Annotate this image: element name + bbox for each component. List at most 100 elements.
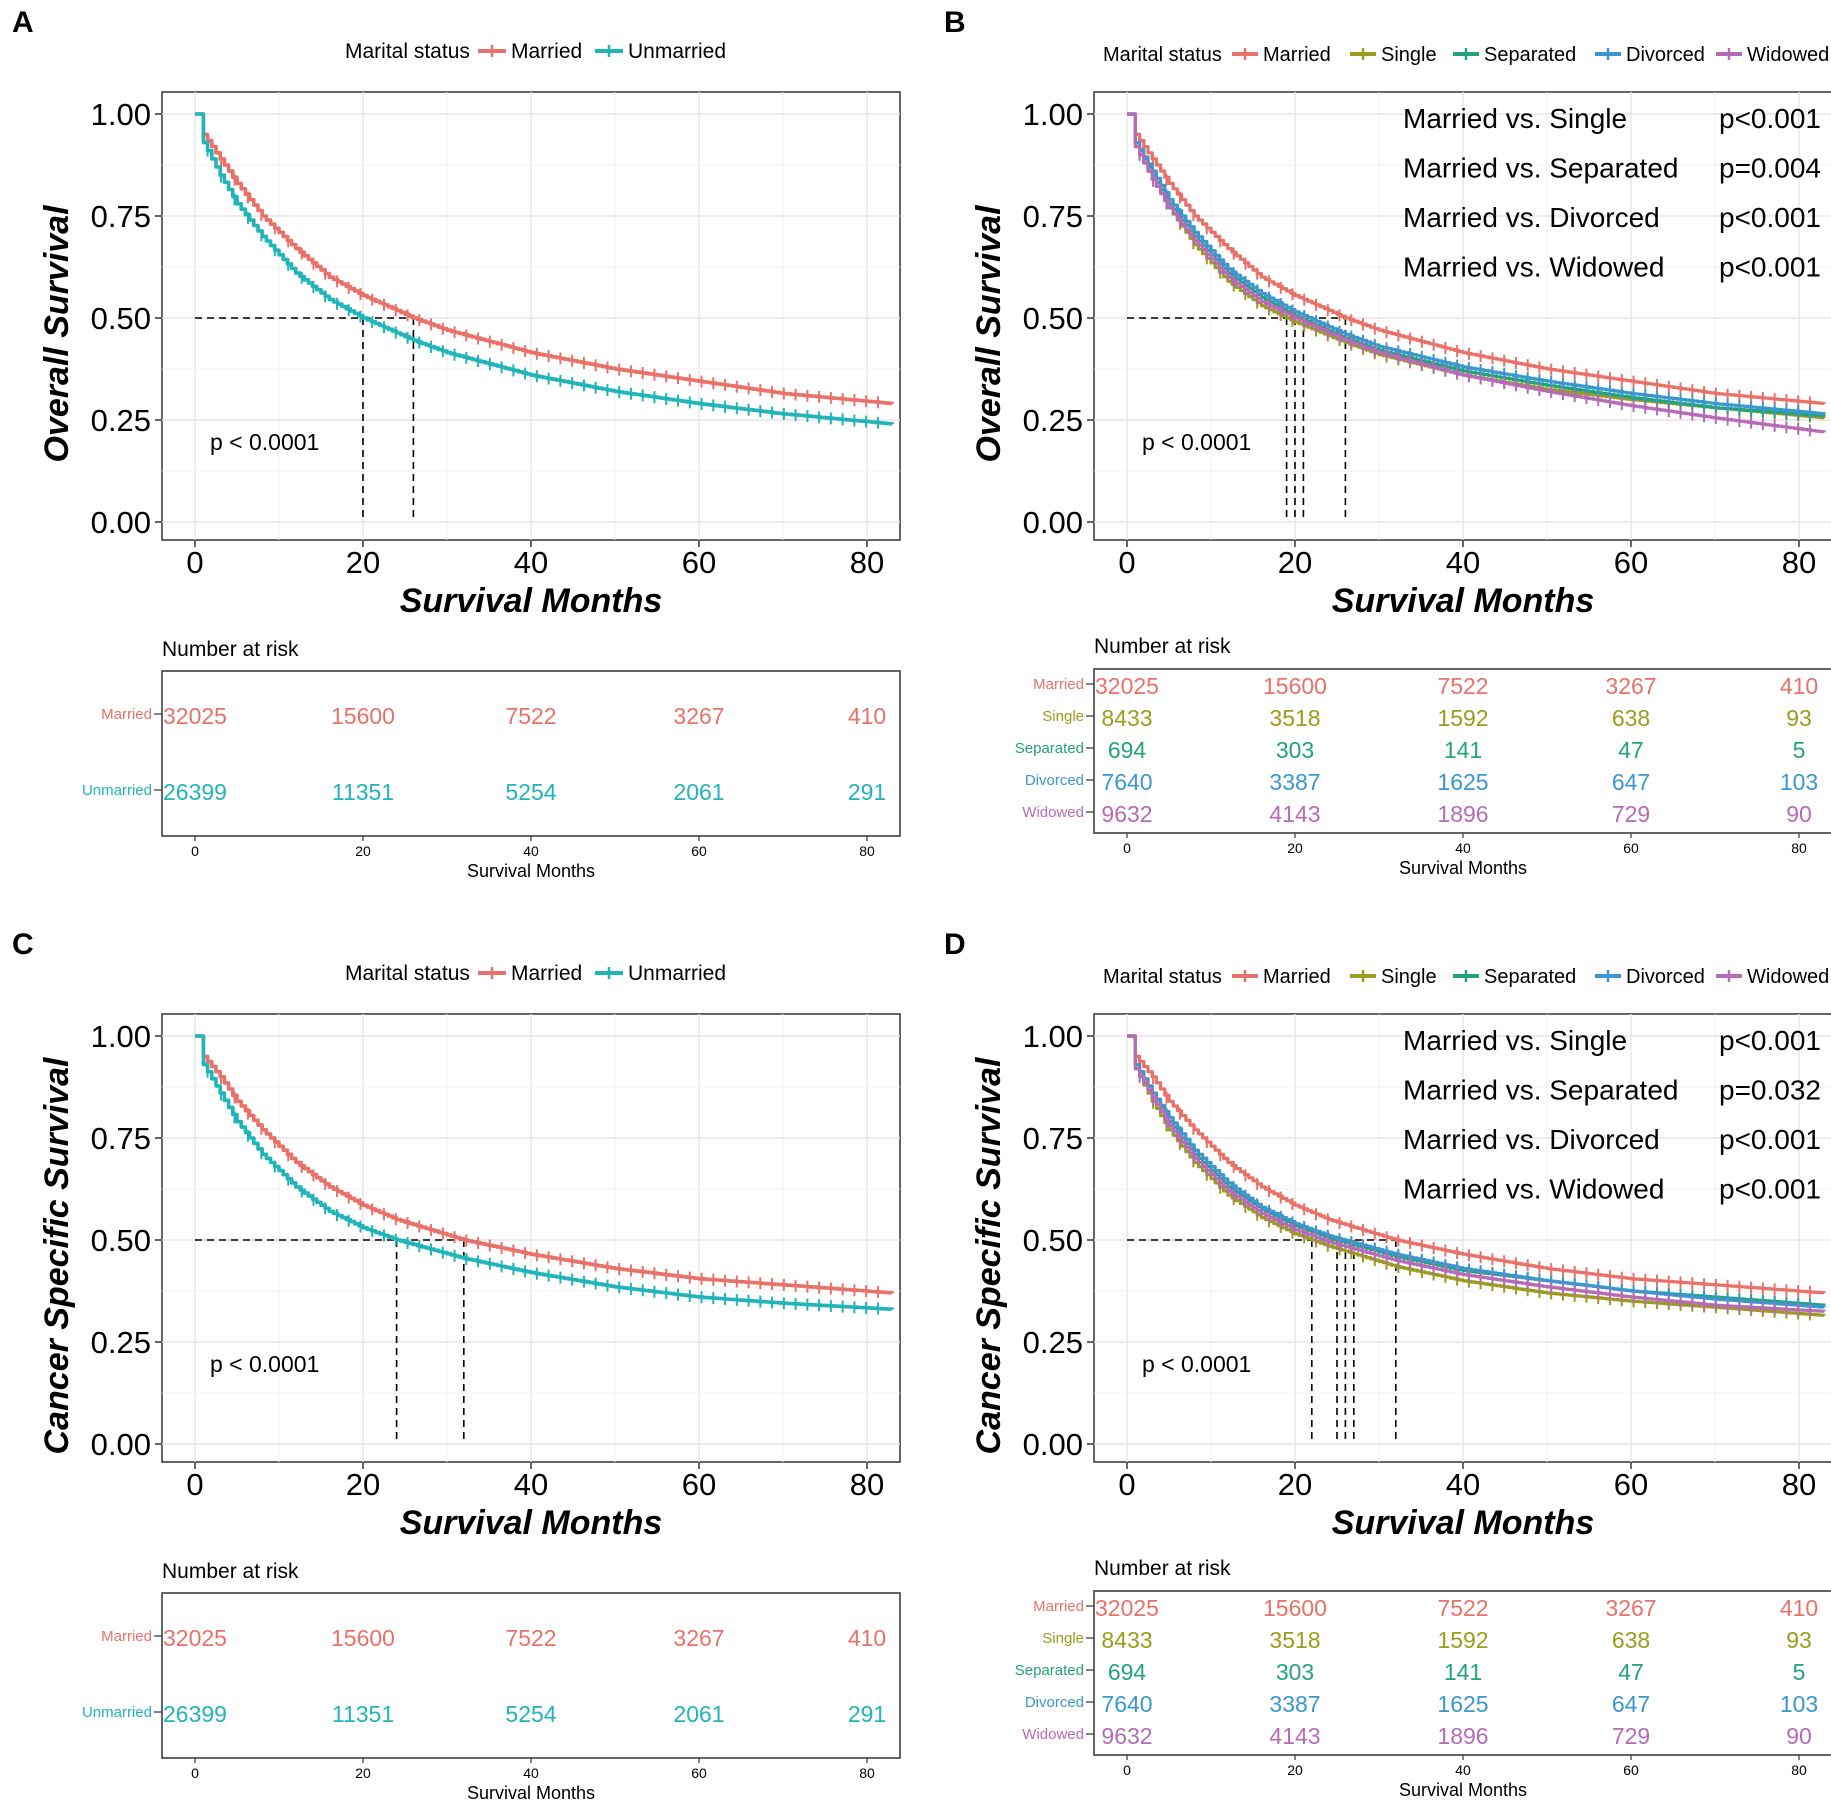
risk-x-tick-label: 20 xyxy=(1287,1762,1303,1778)
risk-value: 9632 xyxy=(1101,801,1152,827)
series-widowed xyxy=(1127,1034,1826,1317)
x-tick-label: 40 xyxy=(1446,545,1480,580)
legend-label: Separated xyxy=(1484,966,1576,988)
risk-value: 729 xyxy=(1612,1723,1650,1749)
risk-row-label: Single xyxy=(1042,1630,1084,1647)
risk-table-border xyxy=(1093,668,1831,834)
risk-value: 694 xyxy=(1108,1659,1147,1685)
risk-row-label: Unmarried xyxy=(82,782,152,799)
legend-label: Married xyxy=(1263,966,1331,988)
risk-value: 3518 xyxy=(1269,1627,1320,1653)
risk-x-tick-label: 20 xyxy=(355,843,371,859)
series-married xyxy=(1127,112,1826,409)
legend-label: Divorced xyxy=(1626,966,1705,988)
risk-value: 694 xyxy=(1108,737,1147,763)
legend: Marital status Married Unmarried xyxy=(345,962,726,985)
legend-label: Married xyxy=(1263,44,1331,66)
risk-value: 9632 xyxy=(1101,1723,1152,1749)
risk-x-tick-label: 0 xyxy=(1123,1762,1131,1778)
x-tick-label: 60 xyxy=(682,1467,716,1502)
comparison-pvalue: p<0.001 xyxy=(1719,252,1821,283)
comparison-pvalue: p<0.001 xyxy=(1719,103,1821,134)
risk-table-title: Number at risk xyxy=(162,638,299,661)
y-tick-label: 0.25 xyxy=(1023,1325,1083,1360)
risk-value: 3267 xyxy=(1605,1595,1656,1621)
risk-value: 4143 xyxy=(1269,1723,1320,1749)
x-tick-label: 60 xyxy=(1614,1467,1648,1502)
x-axis-title: Survival Months xyxy=(1332,582,1595,620)
x-tick-label: 0 xyxy=(186,1467,203,1502)
legend-title: Marital status xyxy=(1103,966,1222,988)
x-tick-label: 0 xyxy=(1118,545,1135,580)
comparison-label: Married vs. Separated xyxy=(1403,153,1678,184)
risk-row-label: Separated xyxy=(1015,1662,1084,1679)
risk-table-border xyxy=(161,670,901,837)
risk-value: 141 xyxy=(1444,737,1482,763)
legend-label: Single xyxy=(1381,44,1437,66)
legend-label: Unmarried xyxy=(628,962,726,985)
comparison-label: Married vs. Divorced xyxy=(1403,202,1660,233)
risk-value: 647 xyxy=(1612,1691,1650,1717)
risk-x-axis-title: Survival Months xyxy=(467,861,595,881)
risk-value: 638 xyxy=(1612,1627,1650,1653)
y-axis-title: Cancer Specific Survival xyxy=(38,1056,76,1454)
x-tick-label: 60 xyxy=(1614,545,1648,580)
risk-value: 26399 xyxy=(163,1701,227,1727)
legend-label: Widowed xyxy=(1747,44,1829,66)
risk-value: 11351 xyxy=(332,1701,394,1727)
risk-value: 1896 xyxy=(1437,801,1488,827)
x-axis-title: Survival Months xyxy=(400,582,663,620)
y-tick-label: 1.00 xyxy=(91,97,151,132)
panel-label: B xyxy=(944,6,966,39)
risk-row-label: Widowed xyxy=(1022,1726,1084,1743)
series-married xyxy=(195,112,894,409)
risk-value: 47 xyxy=(1618,737,1644,763)
risk-value: 3267 xyxy=(673,703,724,729)
risk-value: 1592 xyxy=(1437,1627,1488,1653)
comparisons: Married vs. Single p<0.001 Married vs. Sep… xyxy=(1403,1025,1821,1205)
risk-table-title: Number at risk xyxy=(162,1560,299,1583)
legend-label: Unmarried xyxy=(628,40,726,63)
risk-value: 3387 xyxy=(1269,769,1320,795)
x-tick-label: 0 xyxy=(1118,1467,1135,1502)
legend: Marital status Married Unmarried xyxy=(345,40,726,63)
y-tick-label: 0.50 xyxy=(1023,301,1083,336)
risk-value: 291 xyxy=(848,779,886,805)
risk-value: 90 xyxy=(1786,1723,1812,1749)
risk-x-axis-title: Survival Months xyxy=(1399,858,1527,878)
y-tick-label: 1.00 xyxy=(1023,97,1083,132)
x-tick-label: 20 xyxy=(1278,545,1312,580)
risk-value: 5 xyxy=(1793,737,1806,763)
comparisons: Married vs. Single p<0.001 Married vs. Sep… xyxy=(1403,103,1821,283)
legend-label: Separated xyxy=(1484,44,1576,66)
risk-value: 410 xyxy=(1780,1595,1818,1621)
legend-label: Single xyxy=(1381,966,1437,988)
series-married xyxy=(195,1034,894,1298)
risk-value: 303 xyxy=(1276,737,1314,763)
risk-x-tick-label: 80 xyxy=(1791,1762,1807,1778)
panel-label: D xyxy=(944,928,966,961)
y-tick-label: 0.50 xyxy=(91,1223,151,1258)
risk-value: 15600 xyxy=(331,703,395,729)
risk-row-label: Divorced xyxy=(1025,1694,1084,1711)
risk-value: 5 xyxy=(1793,1659,1806,1685)
y-tick-label: 0.75 xyxy=(1023,1121,1083,1156)
risk-x-tick-label: 60 xyxy=(691,1765,707,1781)
risk-value: 93 xyxy=(1786,705,1812,731)
risk-row-label: Widowed xyxy=(1022,804,1084,821)
comparison-pvalue: p<0.001 xyxy=(1719,1124,1821,1155)
risk-x-tick-label: 40 xyxy=(523,1765,539,1781)
risk-x-tick-label: 40 xyxy=(1455,840,1471,856)
risk-value: 3387 xyxy=(1269,1691,1320,1717)
risk-row-label: Unmarried xyxy=(82,1704,152,1721)
risk-value: 7522 xyxy=(505,703,556,729)
x-axis-title: Survival Months xyxy=(400,1504,663,1542)
y-tick-label: 0.25 xyxy=(91,403,151,438)
risk-value: 1896 xyxy=(1437,1723,1488,1749)
risk-row-label: Divorced xyxy=(1025,772,1084,789)
comparison-pvalue: p<0.001 xyxy=(1719,1174,1821,1205)
risk-x-tick-label: 80 xyxy=(859,1765,875,1781)
y-tick-label: 1.00 xyxy=(91,1019,151,1054)
risk-value: 2061 xyxy=(673,779,724,805)
